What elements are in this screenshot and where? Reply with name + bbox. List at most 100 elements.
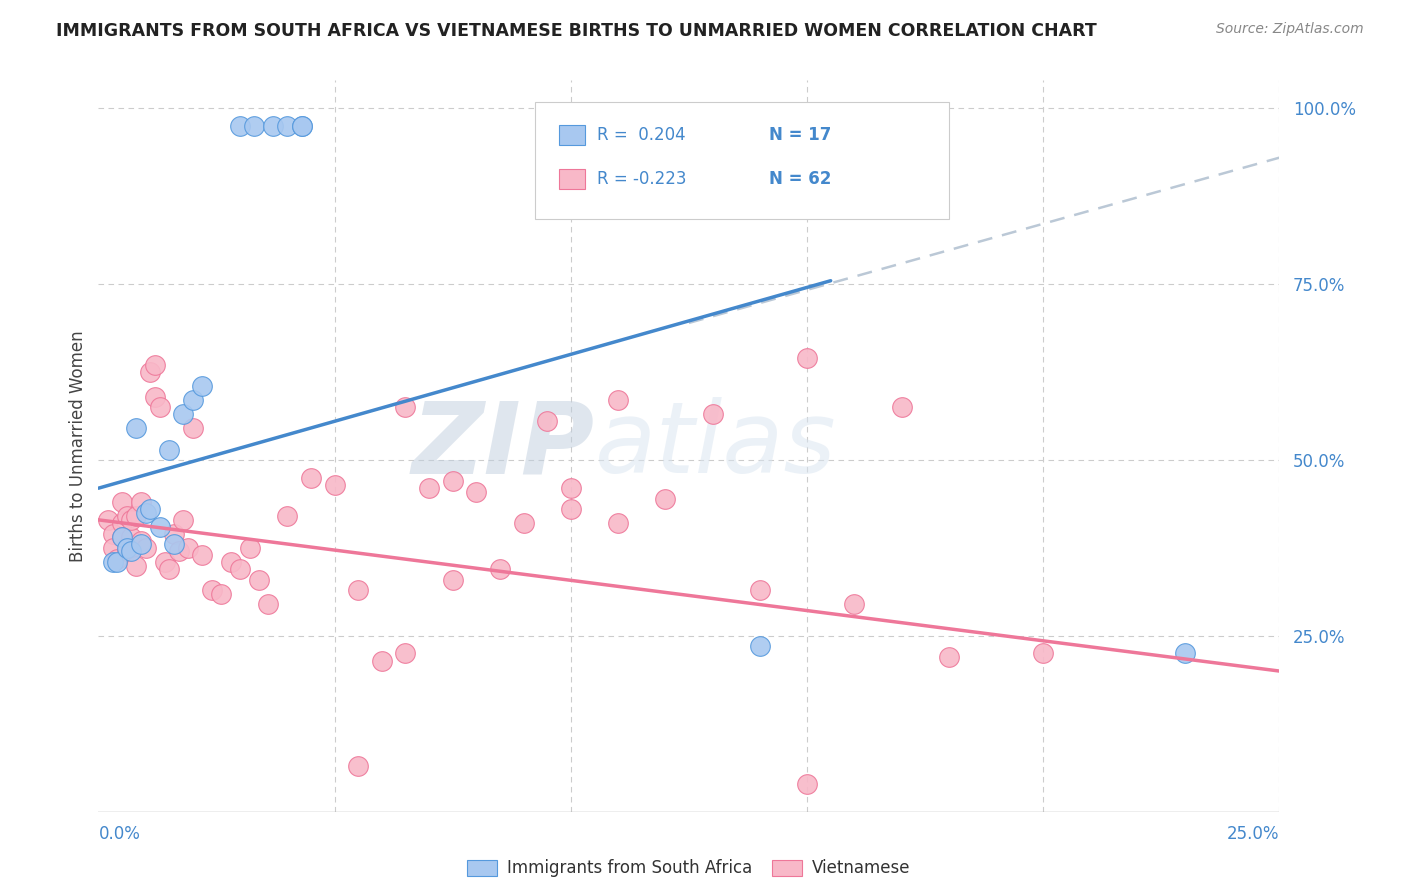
Point <box>105 551 128 566</box>
Point <box>149 401 172 415</box>
Point <box>115 509 138 524</box>
Point <box>101 555 124 569</box>
Point <box>121 541 143 555</box>
Point <box>153 555 176 569</box>
Point <box>441 573 464 587</box>
Text: N = 17: N = 17 <box>769 126 831 145</box>
FancyBboxPatch shape <box>536 103 949 219</box>
Point <box>394 647 416 661</box>
Point <box>172 408 194 422</box>
Point <box>167 544 190 558</box>
Point <box>247 573 270 587</box>
Point <box>181 421 204 435</box>
Point <box>257 597 280 611</box>
Point <box>172 513 194 527</box>
Point <box>1174 647 1197 661</box>
Text: IMMIGRANTS FROM SOUTH AFRICA VS VIETNAMESE BIRTHS TO UNMARRIED WOMEN CORRELATION: IMMIGRANTS FROM SOUTH AFRICA VS VIETNAME… <box>56 22 1097 40</box>
Point <box>276 119 298 133</box>
Point <box>748 583 770 598</box>
Point <box>201 583 224 598</box>
Point <box>465 484 488 499</box>
Y-axis label: Births to Unmarried Women: Births to Unmarried Women <box>69 330 87 562</box>
Text: ZIP: ZIP <box>412 398 595 494</box>
Point <box>115 541 138 555</box>
Point <box>125 421 148 435</box>
Point <box>177 541 200 555</box>
Point <box>441 474 464 488</box>
Text: N = 62: N = 62 <box>769 170 831 188</box>
Point <box>229 562 252 576</box>
Point <box>139 365 162 379</box>
Point <box>844 597 866 611</box>
Point <box>121 530 143 544</box>
Point <box>125 509 148 524</box>
Text: atlas: atlas <box>595 398 837 494</box>
Point <box>796 351 818 365</box>
Point <box>135 541 157 555</box>
Point <box>796 776 818 790</box>
Point <box>121 544 143 558</box>
Point <box>748 640 770 654</box>
Point <box>157 562 180 576</box>
Point <box>121 513 143 527</box>
Point <box>347 759 370 773</box>
Point <box>111 495 134 509</box>
Point <box>323 477 346 491</box>
Point <box>143 358 166 372</box>
Text: R = -0.223: R = -0.223 <box>598 170 686 188</box>
Point <box>111 530 134 544</box>
Text: 25.0%: 25.0% <box>1227 825 1279 843</box>
Point <box>149 520 172 534</box>
Point <box>209 587 232 601</box>
Point <box>135 506 157 520</box>
Point <box>276 509 298 524</box>
FancyBboxPatch shape <box>560 125 585 145</box>
Point <box>371 653 394 667</box>
Point <box>489 562 512 576</box>
Point <box>290 119 312 133</box>
Point <box>607 393 630 408</box>
Point <box>239 541 262 555</box>
Point <box>111 530 134 544</box>
Point <box>347 583 370 598</box>
Point <box>111 516 134 531</box>
Point <box>512 516 534 531</box>
Point <box>418 481 440 495</box>
Point <box>105 555 128 569</box>
Point <box>129 495 152 509</box>
Point <box>229 119 252 133</box>
Point <box>262 119 284 133</box>
Point <box>299 470 322 484</box>
Point <box>243 119 266 133</box>
Point <box>129 533 152 548</box>
Point <box>157 442 180 457</box>
Text: Source: ZipAtlas.com: Source: ZipAtlas.com <box>1216 22 1364 37</box>
FancyBboxPatch shape <box>560 169 585 189</box>
Point <box>139 502 162 516</box>
Point <box>115 544 138 558</box>
Point <box>219 555 242 569</box>
Point <box>129 537 152 551</box>
Point <box>1032 647 1054 661</box>
Point <box>101 527 124 541</box>
Point <box>163 537 186 551</box>
Point <box>560 502 582 516</box>
Point <box>607 516 630 531</box>
Point <box>290 119 312 133</box>
Point <box>125 558 148 573</box>
Point <box>654 491 676 506</box>
Point <box>97 513 120 527</box>
Point <box>143 390 166 404</box>
Legend: Immigrants from South Africa, Vietnamese: Immigrants from South Africa, Vietnamese <box>460 853 918 884</box>
Point <box>101 541 124 555</box>
Point <box>536 414 558 428</box>
Point <box>394 401 416 415</box>
Point <box>890 401 912 415</box>
Point <box>163 527 186 541</box>
Point <box>702 408 724 422</box>
Point <box>938 650 960 665</box>
Point <box>191 548 214 562</box>
Point <box>181 393 204 408</box>
Point <box>560 481 582 495</box>
Text: 0.0%: 0.0% <box>98 825 141 843</box>
